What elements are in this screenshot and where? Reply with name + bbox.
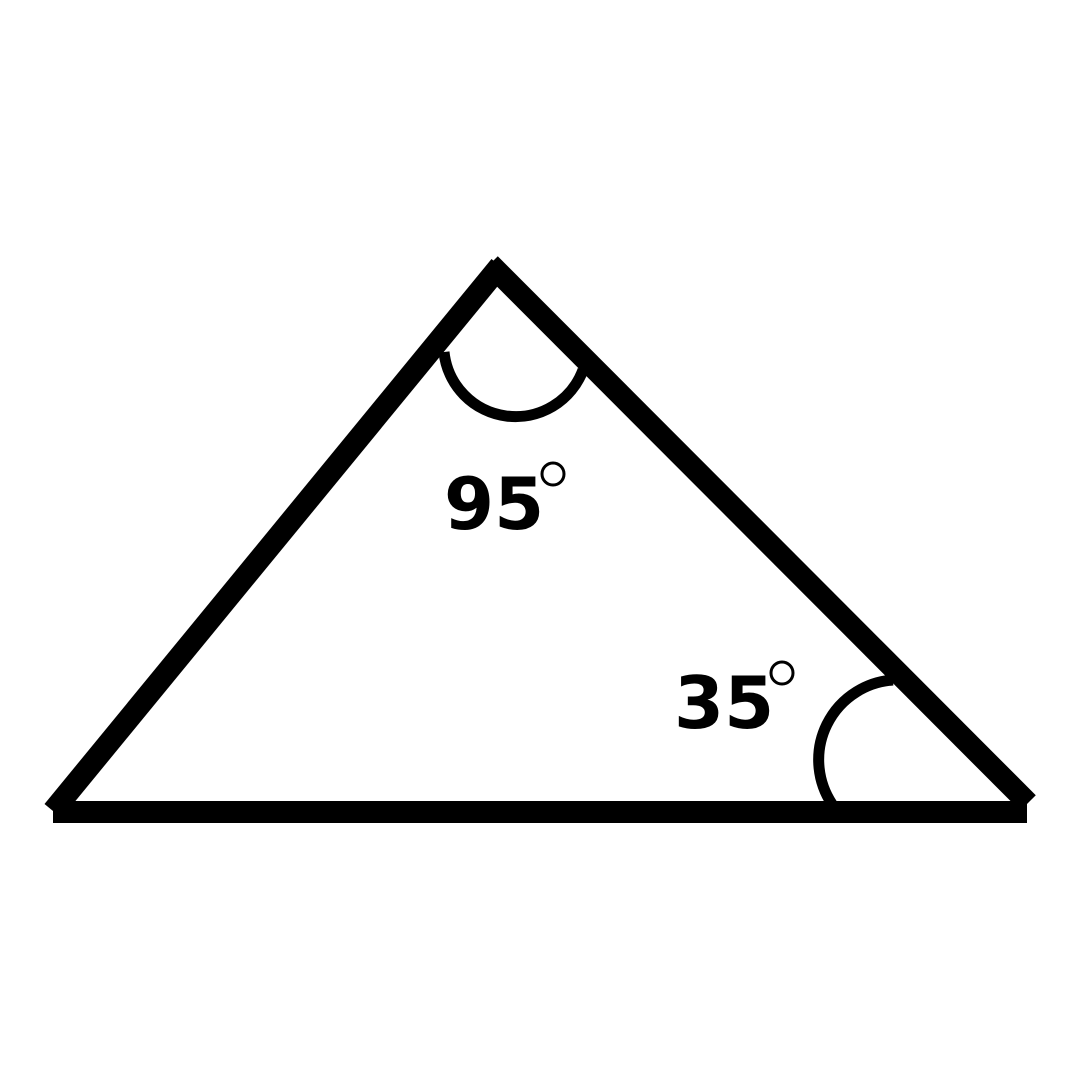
degree-symbol-icon (540, 461, 566, 487)
angle-label-bottom-right: 35 (674, 661, 774, 745)
triangle-side-right (482, 256, 1036, 811)
angle-arc-top (438, 351, 589, 423)
triangle-side-left (44, 259, 509, 818)
angle-arc-bottom-right (813, 674, 894, 808)
angle-label-top: 95 (444, 462, 544, 546)
degree-symbol-icon (769, 660, 795, 686)
